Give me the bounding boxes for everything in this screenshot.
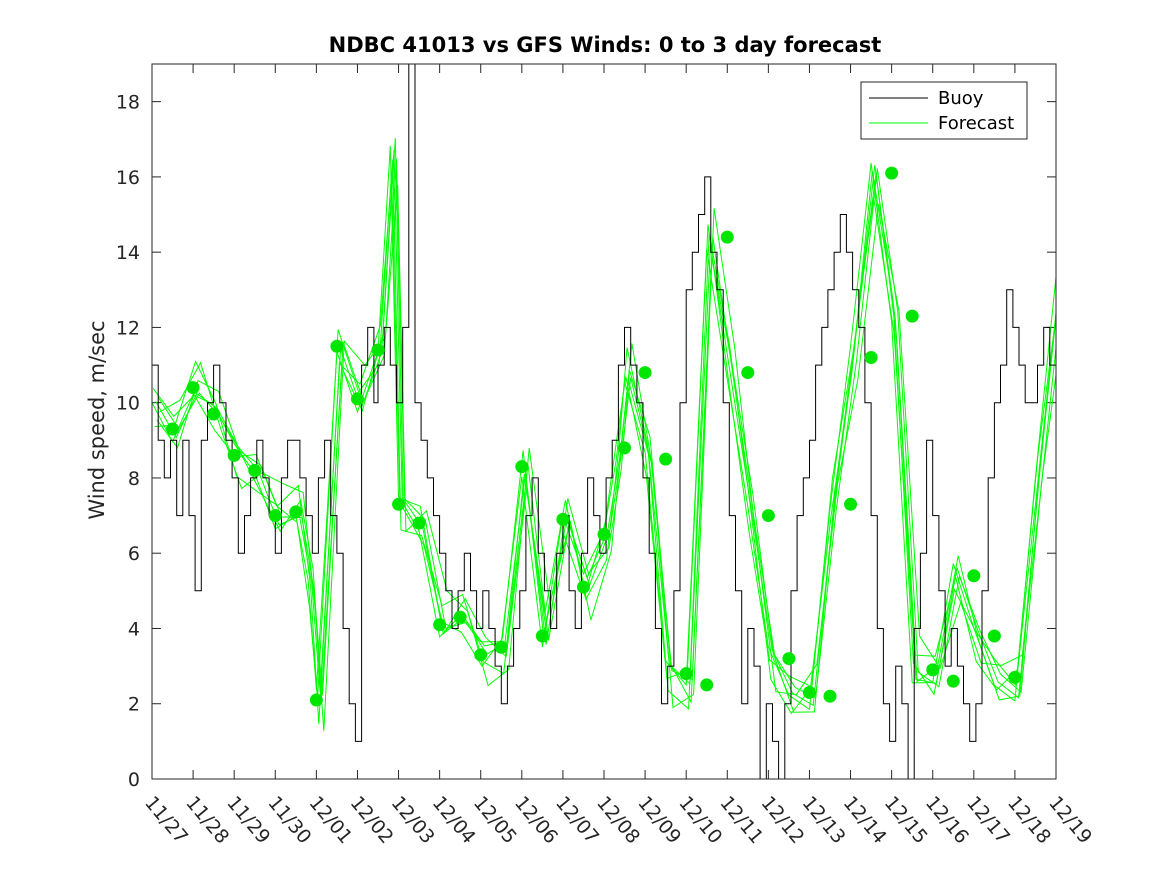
forecast-marker [885,166,899,180]
forecast-marker [659,452,673,466]
forecast-marker [515,460,529,474]
forecast-marker [433,618,447,632]
y-tick-label: 14 [116,242,140,264]
forecast-marker [987,629,1001,643]
legend-forecast-label: Forecast [938,113,1014,134]
forecast-marker [905,309,919,323]
y-axis-label: Wind speed, m/sec [85,320,109,519]
forecast-marker [823,689,837,703]
plot-area [152,64,1056,779]
forecast-marker [330,339,344,353]
forecast-marker [186,381,200,395]
forecast-marker [392,497,406,511]
forecast-marker [576,580,590,594]
forecast-marker [453,610,467,624]
forecast-line-3 [154,159,1056,724]
forecast-marker [350,392,364,406]
forecast-marker [967,569,981,583]
y-tick-label: 4 [128,618,140,640]
y-tick-label: 2 [128,694,140,716]
forecast-marker [1008,670,1022,684]
y-tick-label: 10 [116,393,140,415]
forecast-marker [268,509,282,523]
forecast-marker [618,441,632,455]
forecast-marker [720,230,734,244]
forecast-marker [844,497,858,511]
forecast-marker [782,652,796,666]
forecast-marker [700,678,714,692]
y-tick-label: 0 [128,769,140,791]
forecast-marker [474,648,488,662]
forecast-marker [679,667,693,681]
forecast-marker [227,448,241,462]
forecast-marker [309,693,323,707]
forecast-marker [207,407,221,421]
forecast-marker [289,505,303,519]
y-tick-label: 18 [116,92,140,114]
forecast-marker [412,516,426,530]
forecast-line-1 [152,145,1056,711]
y-tick-label: 8 [128,468,140,490]
forecast-marker [248,463,262,477]
forecast-marker [926,663,940,677]
y-tick-label: 12 [116,317,140,339]
forecast-marker [494,640,508,654]
buoy-line [152,64,1056,779]
forecast-marker [802,685,816,699]
forecast-marker [761,509,775,523]
y-tick-label: 6 [128,543,140,565]
legend: Buoy Forecast [860,81,1028,140]
forecast-marker [741,366,755,380]
forecast-marker [864,351,878,365]
forecast-marker [556,512,570,526]
forecast-marker [638,366,652,380]
y-tick-labels: 0 2 4 6 8 10 12 14 16 18 [116,92,140,791]
forecast-marker [371,343,385,357]
y-tick-label: 16 [116,167,140,189]
forecast-marker [597,527,611,541]
chart-title: NDBC 41013 vs GFS Winds: 0 to 3 day fore… [329,33,882,57]
forecast-marker [946,674,960,688]
axis-ticks [151,64,1057,780]
forecast-marker [535,629,549,643]
axes-box [151,63,1057,780]
forecast-marker [166,422,180,436]
forecast-line-7 [159,184,1056,731]
legend-buoy-label: Buoy [938,88,984,109]
